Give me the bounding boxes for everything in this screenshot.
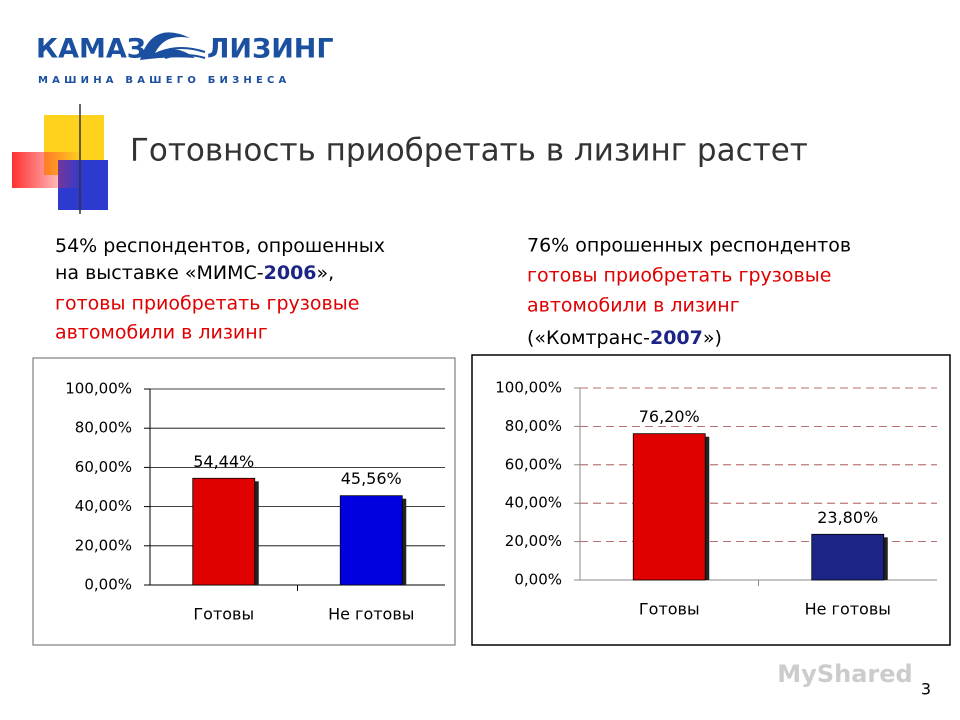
- value-label: 45,56%: [341, 469, 402, 488]
- caption: автомобили в лизинг: [55, 322, 268, 344]
- value-label: 54,44%: [193, 452, 254, 471]
- y-tick-label: 100,00%: [495, 379, 562, 397]
- logo-right: ЛИЗИНГ: [207, 34, 334, 65]
- caption-line: »,: [317, 262, 335, 284]
- x-tick-label: Не готовы: [805, 600, 891, 619]
- y-tick-label: 0,00%: [84, 576, 132, 594]
- y-tick-label: 40,00%: [75, 497, 132, 515]
- bar: [811, 533, 885, 581]
- logo-icon: [140, 32, 195, 60]
- watermark: MyShared: [777, 660, 912, 688]
- caption-line: на выставке «МИМС-: [55, 262, 264, 284]
- bar: [632, 433, 706, 581]
- caption: 76% опрошенных респондентов: [527, 235, 851, 257]
- x-tick-label: Готовы: [193, 605, 254, 624]
- deco-red: [12, 152, 82, 188]
- caption-line: 54% респондентов, опрошенных: [55, 235, 385, 257]
- logo-waves: [159, 47, 206, 59]
- caption: автомобили в лизинг: [527, 295, 740, 317]
- y-tick-label: 20,00%: [75, 536, 132, 554]
- x-tick-label: Готовы: [639, 600, 700, 619]
- bar: [339, 495, 403, 586]
- y-tick-label: 60,00%: [75, 458, 132, 476]
- logo-left: КАМАЗ: [36, 34, 146, 65]
- chart-frame: [471, 354, 951, 646]
- y-tick-label: 80,00%: [505, 417, 562, 435]
- caption: («Комтранс-2007»): [527, 327, 722, 349]
- slide-title: Готовность приобретать в лизинг растет: [130, 133, 808, 169]
- caption: готовы приобретать грузовые: [527, 265, 831, 287]
- y-tick-label: 100,00%: [65, 380, 132, 398]
- caption-line: («Комтранс-: [527, 327, 650, 349]
- bar: [192, 477, 256, 586]
- caption: 54% респондентов, опрошенных: [55, 235, 385, 257]
- caption: готовы приобретать грузовые: [55, 293, 359, 315]
- caption: на выставке «МИМС-2006»,: [55, 262, 334, 284]
- value-label: 76,20%: [639, 407, 700, 426]
- y-tick-label: 20,00%: [505, 532, 562, 550]
- x-tick-label: Не готовы: [328, 605, 414, 624]
- value-label: 23,80%: [817, 508, 878, 527]
- y-tick-label: 60,00%: [505, 455, 562, 473]
- y-tick-label: 80,00%: [75, 419, 132, 437]
- caption-year: 2007: [650, 327, 703, 349]
- charts: 0,00% 20,00% 40,00% 60,00% 80,00% 100,00% 54,4…: [65, 379, 937, 624]
- page-number: 3: [921, 680, 931, 699]
- y-tick-label: 40,00%: [505, 494, 562, 512]
- caption-line: »): [703, 327, 722, 349]
- caption-year: 2006: [264, 262, 317, 284]
- logo-tagline: МАШИНА ВАШЕГО БИЗНЕСА: [38, 75, 290, 86]
- y-tick-label: 0,00%: [514, 571, 562, 589]
